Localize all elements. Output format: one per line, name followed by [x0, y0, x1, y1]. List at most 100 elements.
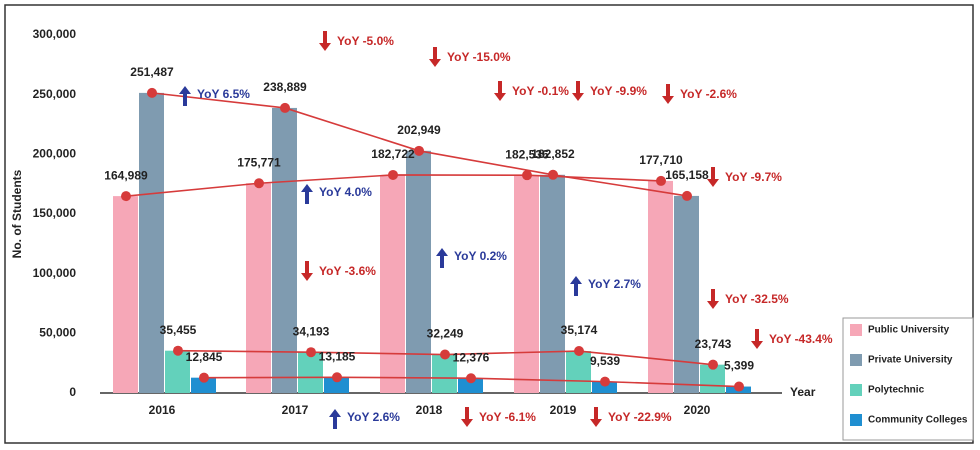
yoy-label: YoY 6.5%: [197, 87, 250, 101]
trend-dot: [574, 346, 584, 357]
bar: [113, 196, 138, 393]
yoy-arrow: [319, 31, 331, 51]
data-label: 182,722: [371, 147, 415, 161]
data-label: 12,376: [453, 350, 490, 364]
yoy-arrow: [301, 261, 313, 281]
legend-label: Private University: [868, 355, 953, 366]
y-tick-label: 0: [69, 385, 76, 399]
bar: [246, 183, 271, 393]
yoy-arrow: [570, 276, 582, 296]
trend-dot: [332, 372, 342, 383]
data-label: 9,539: [590, 354, 620, 368]
yoy-label: YoY -9.9%: [590, 84, 647, 98]
legend-swatch: [850, 324, 862, 336]
data-label: 182,536: [505, 147, 549, 161]
trend-dot: [414, 145, 424, 156]
data-label: 164,989: [104, 168, 148, 182]
legend-label: Community Colleges: [868, 415, 968, 426]
legend-swatch: [850, 384, 862, 396]
bar: [432, 354, 457, 393]
yoy-label: YoY -6.1%: [479, 410, 536, 424]
yoy-arrow: [494, 81, 506, 101]
bar: [191, 377, 216, 393]
yoy-arrow: [572, 81, 584, 101]
yoy-label: YoY 4.0%: [319, 185, 372, 199]
yoy-label: YoY -22.9%: [608, 410, 672, 424]
data-label: 12,845: [186, 350, 223, 364]
bar: [298, 352, 323, 393]
x-tick-label: 2018: [416, 403, 443, 417]
yoy-arrow: [662, 84, 674, 104]
yoy-label: YoY -5.0%: [337, 34, 394, 48]
data-label: 238,889: [263, 80, 307, 94]
data-label: 202,949: [397, 123, 441, 137]
bar: [648, 180, 673, 393]
yoy-arrow: [461, 407, 473, 427]
trend-dot: [388, 169, 398, 180]
yoy-label: YoY 2.7%: [588, 277, 641, 291]
yoy-label: YoY -15.0%: [447, 50, 511, 64]
trend-dot: [306, 347, 316, 358]
yoy-arrow: [751, 329, 763, 349]
data-label: 35,174: [561, 323, 598, 337]
yoy-arrow: [436, 248, 448, 268]
yoy-arrow: [329, 409, 341, 429]
yoy-label: YoY -0.1%: [512, 84, 569, 98]
data-label: 177,710: [639, 153, 683, 167]
x-tick-label: 2019: [550, 403, 577, 417]
yoy-arrow: [179, 86, 191, 106]
frame: [4, 4, 974, 444]
yoy-arrow: [590, 407, 602, 427]
y-tick-label: 250,000: [33, 87, 77, 101]
y-tick-label: 200,000: [33, 147, 77, 161]
bar: [514, 175, 539, 393]
trend-dot: [656, 175, 666, 186]
bar: [272, 107, 297, 394]
trend-dot: [280, 102, 290, 113]
bar: [592, 381, 617, 393]
yoy-label: YoY -9.7%: [725, 170, 782, 184]
trend-dot: [682, 190, 692, 201]
data-label: 23,743: [695, 337, 732, 351]
yoy-arrow: [429, 47, 441, 67]
x-tick-label: 2016: [149, 403, 176, 417]
bar: [139, 92, 164, 393]
data-label: 32,249: [427, 327, 464, 341]
y-tick-label: 50,000: [39, 326, 76, 340]
trend-dot: [440, 349, 450, 360]
trend-dot: [734, 381, 744, 392]
y-tick-label: 100,000: [33, 266, 77, 280]
data-label: 5,399: [724, 359, 754, 373]
bar: [540, 174, 565, 393]
y-axis-label: No. of Students: [10, 169, 24, 258]
legend-swatch: [850, 354, 862, 366]
data-label: 182,852: [531, 147, 575, 161]
x-tick-label: 2017: [282, 403, 309, 417]
yoy-label: YoY -32.5%: [725, 292, 789, 306]
data-label: 165,158: [665, 168, 709, 182]
legend-label: Polytechnic: [868, 385, 925, 396]
y-tick-label: 150,000: [33, 206, 77, 220]
trend-dot: [199, 372, 209, 383]
trend-dot: [147, 87, 157, 98]
yoy-label: YoY -43.4%: [769, 332, 833, 346]
data-label: 13,185: [319, 349, 356, 363]
trend-dot: [548, 169, 558, 180]
trend-dot: [173, 345, 183, 356]
bar: [165, 350, 190, 393]
trend-dot: [121, 191, 131, 202]
data-label: 35,455: [160, 323, 197, 337]
data-label: 34,193: [293, 324, 330, 338]
data-label: 175,771: [237, 155, 281, 169]
x-axis-label: Year: [790, 385, 816, 399]
yoy-arrow: [707, 167, 719, 187]
yoy-label: YoY -3.6%: [319, 264, 376, 278]
yoy-label: YoY 0.2%: [454, 249, 507, 263]
bar: [674, 195, 699, 393]
trend-dot: [708, 359, 718, 370]
legend-box: [842, 317, 974, 441]
trend-dot: [254, 178, 264, 189]
bar: [324, 377, 349, 393]
